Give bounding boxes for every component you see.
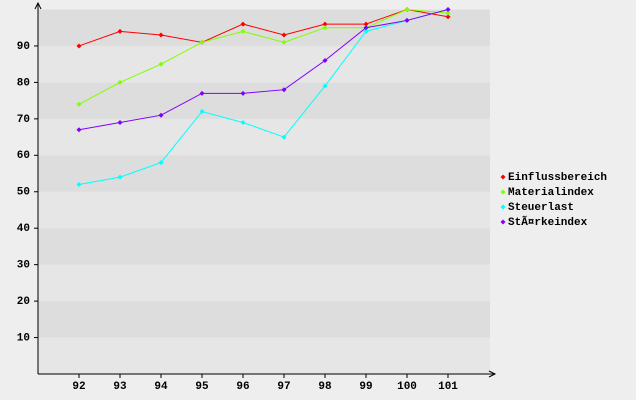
legend-label: Steuerlast — [508, 202, 574, 214]
grid-band — [38, 9, 490, 46]
data-point — [404, 17, 410, 23]
data-point — [445, 14, 451, 20]
y-axis-arrow — [34, 1, 42, 10]
data-point — [117, 79, 123, 85]
grid-band — [38, 118, 490, 156]
data-point — [117, 174, 123, 180]
legend-marker — [500, 204, 506, 210]
y-tick-label: 90 — [17, 41, 30, 53]
y-tick-label: 40 — [17, 223, 30, 235]
data-point — [322, 58, 328, 64]
data-point — [240, 90, 246, 96]
data-point — [240, 119, 246, 125]
data-point — [117, 28, 123, 34]
legend-marker — [500, 189, 506, 195]
data-point — [199, 39, 205, 45]
x-tick-label: 99 — [359, 381, 372, 393]
grid-band — [38, 45, 490, 83]
data-point — [322, 21, 328, 27]
y-tick-label: 50 — [17, 187, 30, 199]
legend-label: Einflussbereich — [508, 172, 607, 184]
y-tick-label: 60 — [17, 150, 30, 162]
data-point — [445, 10, 451, 16]
legend-marker — [500, 174, 506, 180]
data-point — [240, 21, 246, 27]
data-point — [199, 90, 205, 96]
x-axis-arrow — [488, 370, 497, 378]
grid-band — [38, 228, 490, 265]
data-point — [240, 28, 246, 34]
x-tick-label: 96 — [236, 381, 249, 393]
x-tick-label: 92 — [72, 381, 85, 393]
grid-band — [38, 337, 490, 374]
data-point — [363, 25, 369, 31]
data-point — [322, 25, 328, 31]
data-point — [281, 134, 287, 140]
legend-label: Materialindex — [508, 187, 594, 199]
data-point — [158, 160, 164, 166]
series-line — [78, 9, 449, 185]
y-tick-label: 70 — [17, 114, 30, 126]
x-tick-label: 97 — [277, 381, 290, 393]
y-tick-label: 30 — [17, 260, 30, 272]
data-point — [281, 87, 287, 93]
x-tick-label: 98 — [318, 381, 332, 393]
x-tick-label: 93 — [113, 381, 127, 393]
grid-band — [38, 301, 490, 338]
data-point — [158, 61, 164, 67]
x-tick-label: 101 — [438, 381, 458, 393]
data-point — [76, 101, 82, 107]
series-line — [78, 8, 449, 47]
grid-band — [38, 82, 490, 119]
grid-band — [38, 191, 490, 229]
grid-band — [38, 264, 490, 302]
data-point — [158, 112, 164, 118]
data-point — [404, 7, 410, 12]
legend-label: StÃ¤rkeindex — [508, 215, 588, 229]
x-tick-label: 94 — [154, 381, 168, 393]
data-point — [117, 119, 123, 125]
data-point — [281, 32, 287, 38]
x-tick-label: 100 — [397, 381, 417, 393]
y-tick-label: 80 — [17, 77, 30, 89]
series-line — [78, 8, 449, 105]
x-tick-label: 95 — [195, 381, 209, 393]
data-point — [76, 43, 82, 49]
data-point — [445, 7, 451, 12]
grid-band — [38, 155, 490, 192]
data-point — [363, 21, 369, 27]
data-point — [76, 181, 82, 187]
data-point — [76, 127, 82, 133]
data-point — [199, 109, 205, 115]
legend-marker — [500, 219, 506, 225]
data-point — [363, 28, 369, 34]
data-point — [158, 32, 164, 38]
data-point — [281, 39, 287, 45]
y-tick-label: 20 — [17, 296, 30, 308]
data-point — [322, 83, 328, 89]
series-line — [78, 9, 449, 131]
y-tick-label: 10 — [17, 332, 30, 344]
